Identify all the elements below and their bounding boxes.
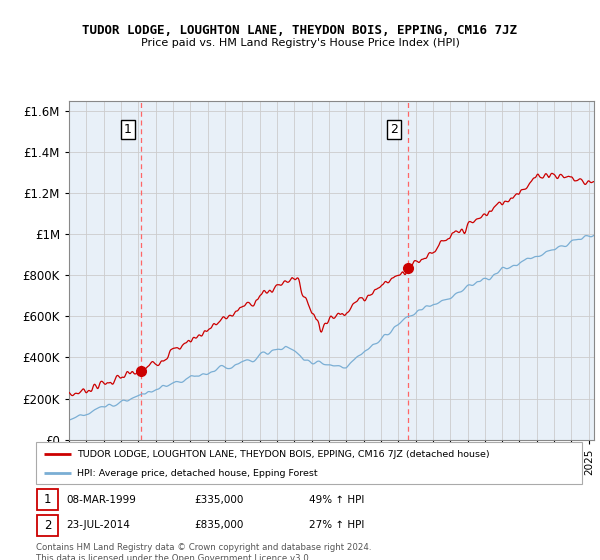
- Text: £335,000: £335,000: [194, 494, 244, 505]
- Text: £835,000: £835,000: [194, 520, 244, 530]
- Text: HPI: Average price, detached house, Epping Forest: HPI: Average price, detached house, Eppi…: [77, 469, 317, 478]
- Text: Price paid vs. HM Land Registry's House Price Index (HPI): Price paid vs. HM Land Registry's House …: [140, 38, 460, 48]
- Text: 49% ↑ HPI: 49% ↑ HPI: [309, 494, 364, 505]
- Text: Contains HM Land Registry data © Crown copyright and database right 2024.
This d: Contains HM Land Registry data © Crown c…: [36, 543, 371, 560]
- Text: 1: 1: [124, 123, 131, 136]
- Text: TUDOR LODGE, LOUGHTON LANE, THEYDON BOIS, EPPING, CM16 7JZ (detached house): TUDOR LODGE, LOUGHTON LANE, THEYDON BOIS…: [77, 450, 490, 459]
- Text: 1: 1: [44, 493, 51, 506]
- Text: 23-JUL-2014: 23-JUL-2014: [66, 520, 130, 530]
- Text: 2: 2: [44, 519, 51, 532]
- Bar: [37, 515, 58, 535]
- Text: TUDOR LODGE, LOUGHTON LANE, THEYDON BOIS, EPPING, CM16 7JZ: TUDOR LODGE, LOUGHTON LANE, THEYDON BOIS…: [83, 24, 517, 36]
- Text: 08-MAR-1999: 08-MAR-1999: [66, 494, 136, 505]
- Bar: [37, 489, 58, 510]
- Text: 2: 2: [390, 123, 398, 136]
- Text: 27% ↑ HPI: 27% ↑ HPI: [309, 520, 364, 530]
